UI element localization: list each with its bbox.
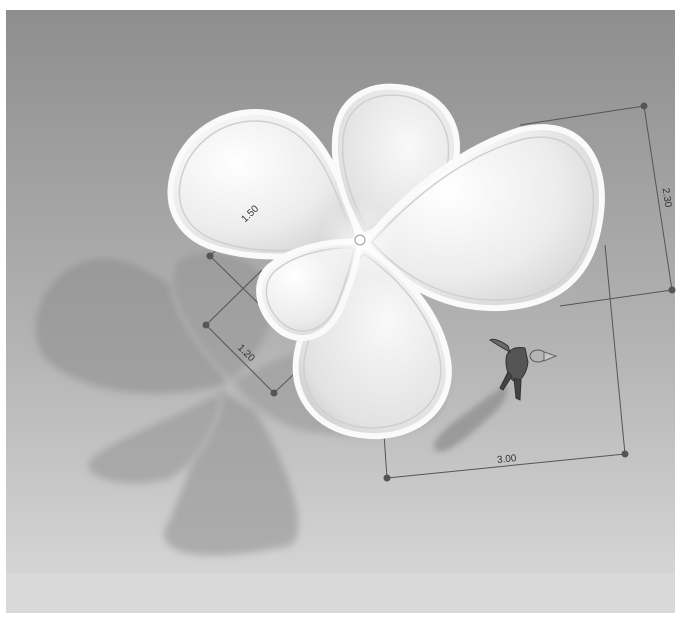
- person-arm: [489, 338, 511, 353]
- dim-dot: [621, 450, 629, 458]
- person-leg: [499, 371, 513, 391]
- dim-line-120-main: [205, 324, 275, 394]
- dim-dot: [202, 321, 210, 329]
- person-figure-icon: [489, 338, 558, 401]
- dim-line-230-ext2: [559, 289, 673, 307]
- dim-dot: [270, 389, 278, 397]
- canopy-hub: [354, 234, 366, 246]
- petal-center-left-rim: [265, 247, 355, 332]
- dim-line-150-ext2: [209, 255, 261, 306]
- person-hat: [543, 351, 558, 362]
- canopy: [167, 83, 605, 440]
- shadow-petal-lower: [162, 387, 300, 557]
- bottom-band: [6, 573, 675, 613]
- petal-right: [362, 124, 605, 312]
- petal-right-rim: [371, 136, 595, 301]
- dim-line-300-main: [386, 453, 626, 479]
- dim-label-230: 2.30: [660, 187, 674, 208]
- shadow-petal-lower-left: [86, 392, 225, 486]
- dim-line-120-ext1: [205, 269, 263, 326]
- dim-dot: [640, 102, 648, 110]
- person-shadow: [433, 385, 507, 452]
- person-leg: [513, 377, 522, 401]
- dim-line-230-main: [643, 105, 673, 291]
- dim-dot: [668, 286, 676, 294]
- dim-label-300: 3.00: [496, 453, 517, 466]
- dim-dot: [383, 474, 391, 482]
- petal-upper-left: [167, 109, 363, 260]
- dim-line-300-ext2: [604, 244, 626, 455]
- dim-dot: [206, 252, 214, 260]
- petal-upper-left-rim: [178, 120, 353, 252]
- dim-line-230-ext1: [519, 105, 645, 126]
